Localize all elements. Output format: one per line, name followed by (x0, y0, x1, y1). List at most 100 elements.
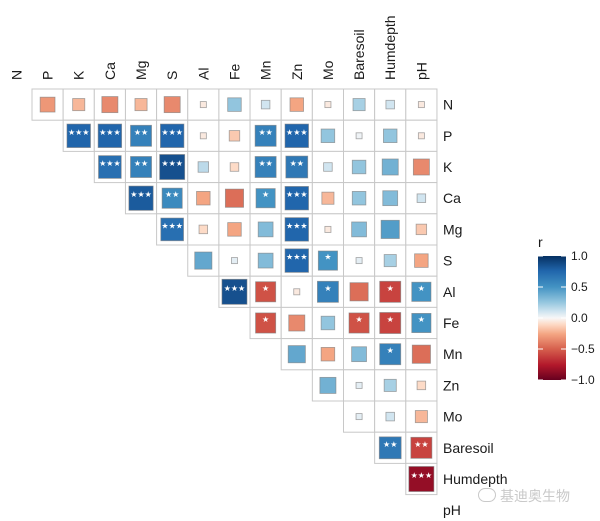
corr-square (159, 154, 186, 180)
corr-square (197, 161, 209, 173)
corr-square (416, 193, 427, 203)
col-label-mo: Mo (320, 60, 336, 80)
corr-square (383, 128, 398, 143)
significance-label: ★★★ (224, 284, 246, 293)
significance-label: ★★ (383, 440, 397, 449)
row-label-ph: pH (443, 502, 461, 518)
wechat-icon (478, 488, 496, 502)
significance-label: ★★ (414, 440, 428, 449)
significance-label: ★★ (134, 159, 148, 168)
col-label-al: Al (195, 68, 211, 80)
corr-square (351, 346, 367, 363)
legend-title: r (538, 234, 543, 250)
corr-square (160, 123, 185, 148)
corr-square (385, 99, 395, 110)
corr-square (196, 191, 211, 206)
corr-square (411, 344, 431, 364)
significance-label: ★★★ (68, 128, 90, 137)
row-label-p: P (443, 128, 452, 144)
significance-label: ★★ (258, 159, 272, 168)
col-label-ph: pH (413, 62, 429, 80)
corr-square (352, 98, 366, 112)
col-label-humdepth: Humdepth (382, 15, 398, 80)
corr-square (284, 217, 309, 242)
corr-square (98, 155, 122, 179)
corr-square (383, 254, 397, 268)
corr-square (130, 156, 152, 178)
row-label-mg: Mg (443, 221, 462, 237)
corr-square (414, 410, 428, 424)
watermark-text: 基迪奥生物 (500, 489, 570, 505)
significance-label: ★★★ (286, 253, 308, 262)
row-label-baresoil: Baresoil (443, 440, 494, 456)
corr-square (324, 225, 332, 233)
corr-square (227, 222, 242, 237)
corr-square (160, 217, 184, 242)
significance-label: ★ (324, 284, 331, 293)
significance-label: ★ (324, 253, 331, 262)
row-label-humdepth: Humdepth (443, 471, 508, 487)
significance-label: ★ (262, 315, 269, 324)
col-label-p: P (40, 71, 56, 80)
significance-label: ★ (262, 284, 269, 293)
corr-square (284, 123, 309, 148)
significance-label: ★★★ (286, 221, 308, 230)
legend-tick-label: −0.5 (571, 342, 595, 356)
corr-square (321, 191, 335, 205)
corr-square (408, 466, 435, 492)
corr-square (380, 219, 400, 239)
corr-square (231, 257, 238, 265)
significance-label: ★★★ (99, 159, 121, 168)
corr-square (161, 187, 183, 209)
corr-square (351, 159, 367, 175)
row-label-zn: Zn (443, 377, 459, 393)
legend-tick-label: 0.0 (571, 311, 588, 325)
corr-square (414, 253, 429, 268)
corr-square (382, 190, 399, 207)
col-label-k: K (71, 70, 87, 80)
col-label-n: N (8, 70, 24, 80)
significance-label: ★★ (290, 159, 304, 168)
significance-label: ★ (387, 315, 394, 324)
corr-square (293, 288, 301, 296)
corr-square (324, 101, 332, 109)
corr-square (130, 124, 152, 147)
row-label-mn: Mn (443, 346, 462, 362)
corr-square (379, 280, 402, 303)
col-label-mg: Mg (133, 61, 149, 80)
corr-square (415, 223, 428, 236)
corr-square (351, 221, 367, 238)
corr-square (101, 96, 119, 114)
corr-square (163, 96, 181, 114)
significance-label: ★ (418, 284, 425, 293)
corr-square (385, 411, 395, 422)
corr-square (320, 128, 336, 143)
significance-label: ★★★ (286, 128, 308, 137)
corr-square (355, 413, 363, 421)
significance-label: ★ (355, 315, 362, 324)
corr-square (320, 315, 336, 331)
corr-square (323, 162, 333, 172)
col-label-baresoil: Baresoil (351, 29, 367, 80)
corr-square (284, 248, 309, 273)
corr-square (411, 313, 432, 333)
row-label-ca: Ca (443, 190, 461, 206)
col-label-ca: Ca (102, 62, 118, 80)
col-label-fe: Fe (226, 63, 242, 80)
corr-square (227, 97, 242, 112)
corr-square (287, 345, 306, 364)
corr-square (199, 132, 207, 140)
significance-label: ★★★ (161, 221, 183, 230)
column-labels: N P K Ca Mg S Al Fe Mn Zn Mo Baresoil Humdepth pH (8, 15, 429, 80)
significance-label: ★★★ (99, 128, 121, 137)
corr-square (351, 191, 367, 206)
corr-square (224, 188, 244, 208)
row-label-mo: Mo (443, 409, 463, 425)
watermark: 基迪奥生物 (478, 486, 570, 506)
corr-square (255, 188, 276, 209)
corr-square (254, 156, 277, 178)
corr-square (284, 186, 309, 211)
corr-square (319, 376, 337, 394)
significance-label: ★ (387, 346, 394, 355)
corr-square (228, 130, 241, 142)
